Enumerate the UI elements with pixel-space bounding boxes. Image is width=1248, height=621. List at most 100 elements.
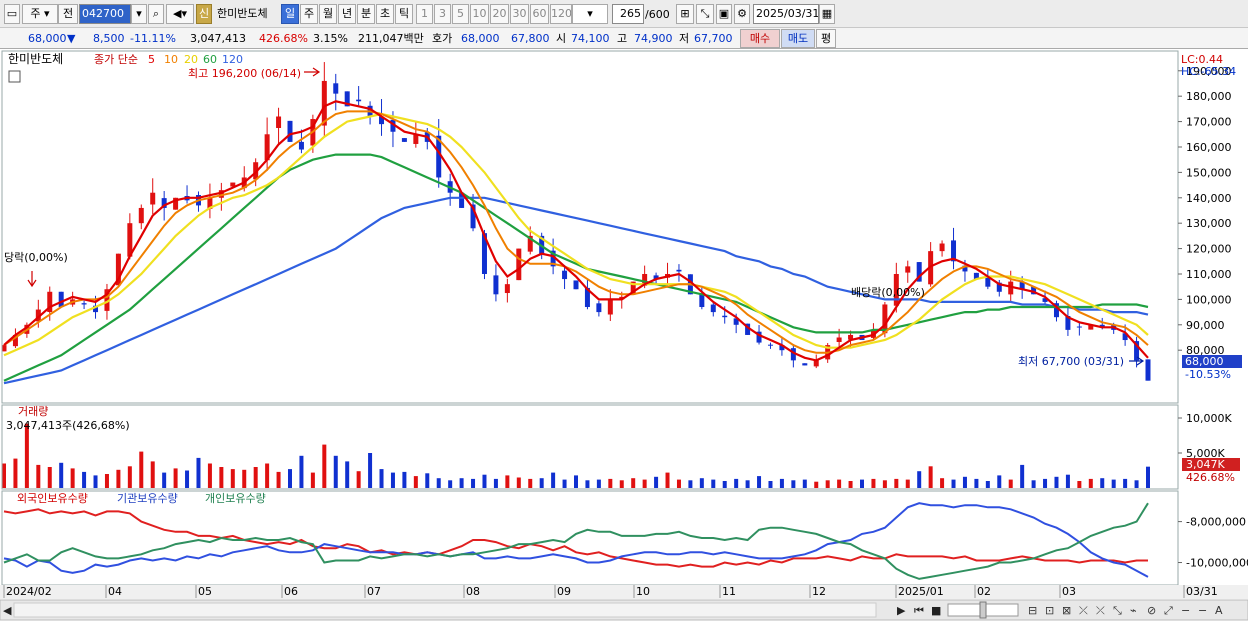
volume-last-tag: 3,047K [1186, 458, 1225, 471]
candle-body-41 [470, 204, 476, 229]
chart-area[interactable]: 80,000 90,000 100,000 110,000 120,000 130,000… [0, 49, 1248, 621]
volume-bar-94 [1077, 481, 1082, 488]
period-1-button[interactable]: 주 [300, 4, 318, 24]
type-select[interactable]: 주 ▾ [22, 4, 58, 24]
period-5-button[interactable]: 초 [376, 4, 394, 24]
candle-body-52 [596, 303, 602, 313]
volume-bar-71 [814, 481, 819, 488]
volume-bar-80 [917, 471, 922, 488]
volume-bar-90 [1031, 480, 1036, 488]
new-badge: 신 [196, 4, 212, 24]
period-2-button[interactable]: 월 [319, 4, 337, 24]
interval-3-button[interactable]: 3 [434, 4, 451, 24]
volume-bar-74 [848, 481, 853, 488]
volume-bar-89 [1020, 464, 1025, 488]
interval-10-button[interactable]: 10 [470, 4, 489, 24]
candle-body-11 [127, 223, 133, 257]
candle-body-87 [996, 282, 1002, 292]
volume-bar-13 [150, 461, 155, 488]
price-tick-label-11: 190,000 [1186, 65, 1232, 78]
volume-bar-56 [642, 479, 647, 488]
candle-body-35 [401, 138, 407, 142]
x-axis-bg [0, 585, 1248, 599]
volume-bar-21 [242, 469, 247, 488]
buy-button[interactable]: 매수 [740, 29, 780, 48]
scroll-control-icon-3: ■ [931, 604, 941, 617]
candle-body-90 [1031, 286, 1037, 295]
candle-body-20 [230, 182, 236, 187]
candle-body-100 [1145, 359, 1151, 381]
ma-legend-60: 60 [203, 53, 217, 66]
interval-1-button[interactable]: 1 [416, 4, 433, 24]
window-icon[interactable]: ▭ [4, 4, 20, 24]
high-price: 74,900 [634, 32, 673, 45]
volume-bar-49 [562, 479, 567, 488]
candle-body-40 [459, 192, 465, 208]
tool-icon-11: A [1215, 604, 1223, 617]
volume-bar-26 [299, 455, 304, 488]
interval-120-button[interactable]: 120 [550, 4, 572, 24]
speaker-icon[interactable]: ◀▾ [166, 4, 194, 24]
candle-body-48 [550, 250, 556, 267]
period-4-button[interactable]: 분 [357, 4, 375, 24]
scroll-control-icon-1: ▶ [897, 604, 906, 617]
tool-icon-8: ⤢ [1164, 604, 1173, 617]
volume-bar-14 [162, 472, 167, 488]
vol-tick-label-1: 10,000K [1186, 412, 1232, 425]
code-dropdown-icon[interactable]: ▾ [131, 4, 147, 24]
avg-button[interactable]: 평 [816, 29, 836, 48]
candle-body-7 [81, 303, 87, 305]
x-label-1: 04 [108, 585, 122, 598]
sell-button[interactable]: 매도 [781, 29, 815, 48]
prev-button[interactable]: 전 [58, 4, 78, 24]
scrollbar-track [13, 602, 877, 618]
interval-20-button[interactable]: 20 [490, 4, 509, 24]
chart-settings-icon[interactable]: ⊞ [676, 4, 694, 24]
candle-body-25 [287, 120, 293, 142]
save-icon[interactable]: ▣ [716, 4, 732, 24]
candle-body-49 [562, 270, 568, 280]
candle-body-4 [47, 291, 53, 312]
candle-body-79 [905, 266, 911, 273]
interval-5-button[interactable]: 5 [452, 4, 469, 24]
candle-body-65 [745, 323, 751, 335]
hold-tick-label-1: -10,000,000 [1186, 557, 1248, 570]
volume-bar-65 [745, 480, 750, 488]
interval-dropdown[interactable]: ▾ [572, 4, 608, 24]
high-annotation: 최고 196,200 (06/14) [188, 67, 301, 80]
quote-bar [0, 28, 1248, 49]
gear-icon[interactable]: ⚙ [734, 4, 750, 24]
volume-bar-92 [1054, 476, 1059, 488]
date-input[interactable]: 2025/03/31 [753, 4, 819, 24]
volume-bar-46 [528, 478, 533, 488]
price-tick-label-5: 130,000 [1186, 217, 1232, 230]
vol-tick-label-0: 5,000K [1186, 447, 1225, 460]
interval-60-button[interactable]: 60 [530, 4, 549, 24]
volume-bar-35 [402, 471, 407, 488]
calendar-icon[interactable]: ▦ [819, 4, 835, 24]
period-6-button[interactable]: 틱 [395, 4, 413, 24]
candle-body-96 [1099, 324, 1105, 328]
period-0-button[interactable]: 일 [281, 4, 299, 24]
candle-body-13 [150, 192, 156, 205]
candle-body-93 [1065, 315, 1071, 330]
volume-bar-44 [505, 475, 510, 488]
volume-bar-37 [425, 473, 430, 488]
volume-bar-61 [699, 478, 704, 488]
code-input[interactable]: 042700 [79, 4, 131, 24]
candle-body-61 [699, 294, 705, 308]
count-input[interactable]: 265 [612, 4, 644, 24]
search-icon[interactable]: ⌕ [148, 4, 164, 24]
volume-bar-23 [265, 463, 270, 488]
interval-30-button[interactable]: 30 [510, 4, 529, 24]
period-3-button[interactable]: 년 [338, 4, 356, 24]
draw-tool-icon[interactable]: ⤡ [696, 4, 714, 24]
candle-body-55 [630, 281, 636, 295]
tool-icon-4: ⤫ [1096, 604, 1105, 617]
volume-bar-3 [36, 464, 41, 488]
high-arrow-icon [304, 67, 321, 77]
candle-body-34 [390, 119, 396, 132]
candle-body-42 [481, 233, 487, 274]
change-percent: -11.11% [130, 32, 176, 45]
volume-bar-86 [985, 481, 990, 488]
